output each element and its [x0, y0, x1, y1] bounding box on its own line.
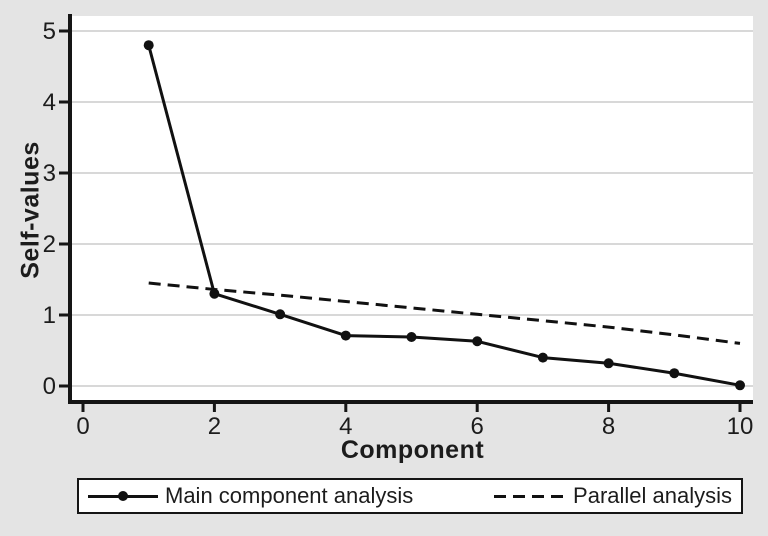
- svg-text:6: 6: [471, 413, 484, 440]
- legend-label-parallel: Parallel analysis: [573, 483, 732, 508]
- svg-text:10: 10: [727, 413, 754, 440]
- dashed-line-sample-icon: [494, 494, 569, 498]
- legend-item-main-component: Main component analysis: [88, 483, 413, 509]
- y-axis-title: Self-values: [16, 141, 45, 279]
- svg-text:0: 0: [76, 413, 89, 440]
- x-axis-title: Component: [340, 436, 485, 464]
- solid-line-sample-icon: [88, 491, 158, 501]
- svg-text:4: 4: [339, 413, 352, 440]
- svg-text:2: 2: [43, 231, 56, 258]
- svg-text:3: 3: [43, 160, 56, 187]
- legend-label-main-component: Main component analysis: [165, 483, 414, 508]
- svg-text:5: 5: [43, 18, 56, 45]
- svg-text:8: 8: [602, 413, 615, 440]
- legend-box: Main component analysis Parallel analysi…: [77, 478, 743, 514]
- legend-item-parallel: Parallel analysis: [494, 483, 732, 509]
- svg-text:1: 1: [43, 302, 56, 329]
- circle-marker-icon: [118, 491, 128, 501]
- svg-text:4: 4: [43, 89, 56, 116]
- svg-text:0: 0: [43, 373, 56, 400]
- chart-canvas: 0 1 2 3 4 5 0 2 4 6 8 10: [43, 14, 754, 440]
- svg-text:2: 2: [208, 413, 221, 440]
